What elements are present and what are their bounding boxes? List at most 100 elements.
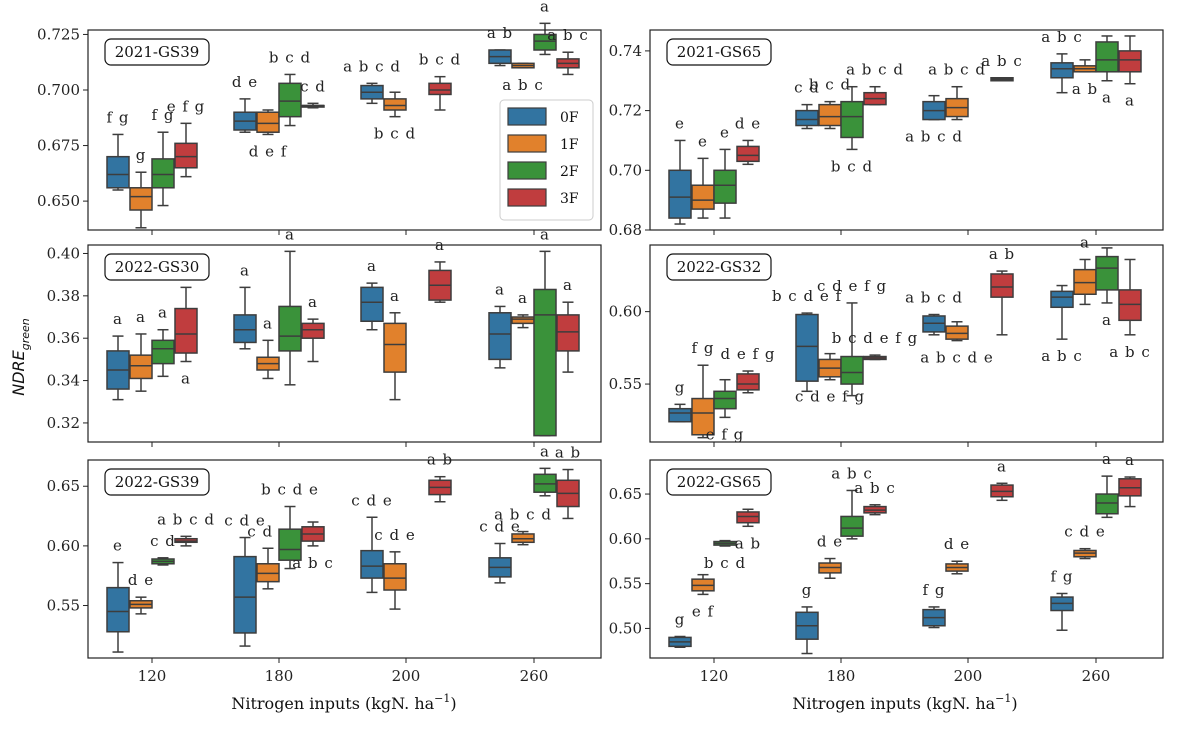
box-0F-200: a b c d	[905, 289, 962, 336]
box-2F-180: b c d e	[261, 481, 318, 570]
significance-label: d e	[817, 533, 843, 551]
box-2F-260: a	[533, 442, 557, 497]
box-1F-120: a	[129, 308, 153, 392]
box-body	[1050, 290, 1074, 309]
box-3F-200: a	[428, 236, 452, 303]
x-axis-label-right: Nitrogen inputs (kgN. ha−1)	[792, 692, 1017, 713]
significance-label: b c d	[809, 76, 851, 94]
box-body	[174, 307, 198, 354]
y-tick-label: 0.68	[609, 221, 642, 239]
significance-label: a b	[555, 444, 581, 462]
significance-label: a	[367, 257, 377, 275]
significance-label: b c d	[704, 554, 746, 572]
box-2F-120: f g	[151, 106, 175, 207]
significance-label: a b c	[981, 52, 1022, 70]
box-3F-200: a	[990, 457, 1014, 502]
box-body	[129, 354, 153, 380]
box-3F-120: a	[174, 286, 198, 388]
box-1F-120: g	[129, 146, 153, 229]
y-tick-label: 0.65	[47, 477, 80, 495]
box-0F-200: c d e	[351, 491, 392, 594]
significance-label: e f g	[706, 425, 745, 443]
box-body	[360, 286, 384, 323]
box-1F-120: f g	[691, 339, 715, 439]
significance-label: g	[802, 581, 813, 599]
x-tick-label: 120	[700, 667, 729, 685]
x-tick-label: 180	[827, 667, 856, 685]
legend-label-0F: 0F	[560, 110, 579, 126]
box-1F-260: a	[1073, 233, 1097, 306]
y-tick-label: 0.650	[37, 192, 80, 210]
significance-label: a b	[487, 24, 513, 42]
box-3F-180: a b c d	[846, 61, 904, 106]
y-tick-label: 0.55	[609, 375, 642, 393]
plot-frame	[87, 459, 602, 659]
significance-label: f g	[107, 108, 130, 126]
y-tick-label: 0.36	[47, 329, 80, 347]
box-3F-200: a b c	[981, 52, 1022, 82]
significance-label: a	[518, 289, 528, 307]
box-body	[511, 316, 535, 325]
significance-label: b c d	[374, 125, 416, 143]
significance-label: a b c d	[905, 128, 963, 146]
box-1F-200: c d e	[374, 526, 415, 610]
box-3F-260: a b c	[547, 26, 588, 76]
y-tick-label: 0.55	[47, 597, 80, 615]
box-1F-200: a b c d	[928, 61, 986, 121]
significance-label: c d	[150, 532, 176, 550]
panel-title-box	[666, 468, 772, 496]
box-0F-120: a	[106, 310, 130, 401]
significance-label: a	[1102, 311, 1112, 329]
box-0F-180: d e	[232, 73, 257, 133]
legend-label-1F: 1F	[560, 137, 579, 153]
box-body	[736, 145, 760, 163]
y-axis-label-subscript: green	[19, 318, 32, 350]
significance-label: b c d	[831, 157, 873, 175]
y-tick-label: 0.34	[47, 372, 80, 390]
significance-label: d e f	[249, 142, 288, 160]
significance-label: a	[263, 314, 273, 332]
legend-swatch-3F	[507, 188, 547, 207]
significance-label: c d e	[479, 517, 520, 535]
y-tick-label: 0.675	[37, 137, 80, 155]
significance-label: e	[698, 132, 708, 150]
panel-title: 2022-GS39	[115, 473, 200, 491]
panel-title-box	[666, 38, 772, 66]
significance-label: a b c d	[846, 61, 904, 79]
box-body	[795, 109, 819, 127]
significance-label: b c d e f	[772, 287, 843, 305]
box-3F-260: a	[556, 276, 580, 373]
box-1F-180: b c d	[809, 76, 851, 130]
significance-label: a	[113, 310, 123, 328]
significance-label: a	[158, 304, 168, 322]
panel-5: 0.50 0.55 0.60 0.65 120 180 200 260 g e f b c d a b…	[609, 450, 1164, 685]
plot-frame	[87, 244, 602, 443]
box-2F-260: a	[533, 225, 557, 437]
box-body	[990, 273, 1014, 298]
significance-label: e f g	[167, 97, 206, 115]
box-body	[301, 322, 325, 339]
y-tick-label: 0.38	[47, 287, 80, 305]
significance-label: a b c d	[928, 61, 986, 79]
box-1F-260: a b c	[502, 62, 543, 94]
box-3F-120: a b c d	[157, 510, 215, 547]
y-tick-label: 0.65	[609, 485, 642, 503]
box-1F-200: d e	[944, 535, 969, 575]
box-body	[668, 407, 692, 423]
significance-label: a	[540, 442, 550, 460]
box-1F-260: a	[511, 289, 535, 329]
legend-label-3F: 3F	[560, 191, 579, 207]
box-2F-120: e	[713, 123, 737, 219]
box-0F-200: a b c d	[343, 57, 400, 105]
panel-title: 2022-GS30	[115, 258, 200, 276]
panel-title-box	[104, 253, 210, 281]
box-0F-120: g	[668, 610, 692, 648]
x-tick-label: 200	[392, 667, 421, 685]
box-0F-260: f g	[1050, 567, 1074, 631]
box-body	[428, 82, 452, 96]
significance-label: a b c d	[157, 510, 215, 528]
box-3F-200: b c d	[419, 51, 460, 111]
y-tick-label: 0.32	[47, 414, 80, 432]
